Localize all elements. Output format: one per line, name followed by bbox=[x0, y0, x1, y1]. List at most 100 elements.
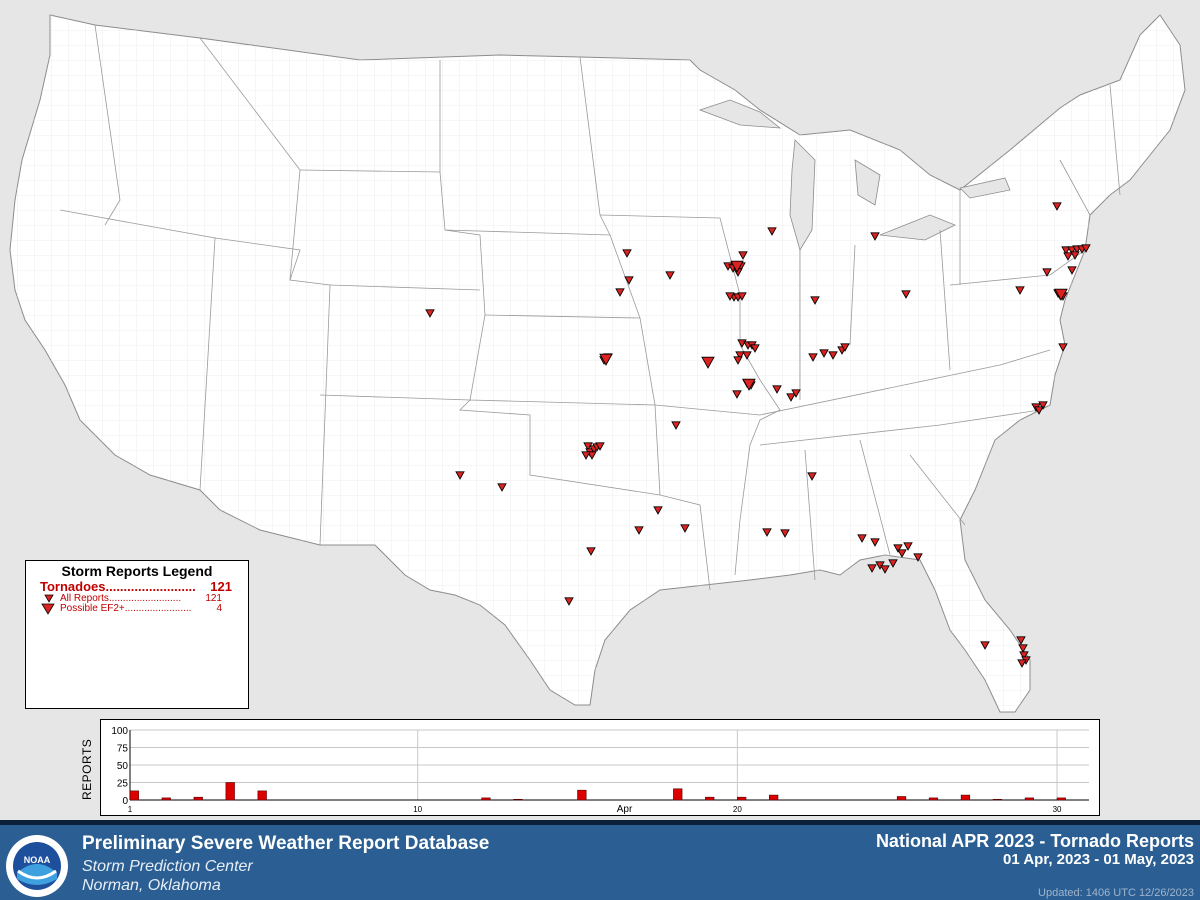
chart-bar bbox=[673, 788, 683, 801]
state-boundaries bbox=[59, 24, 1121, 591]
tornado-report-marker bbox=[786, 393, 796, 402]
chart-bar bbox=[225, 782, 235, 801]
tornado-report-marker bbox=[1058, 343, 1068, 352]
tornado-report-marker bbox=[1063, 252, 1073, 261]
tornado-report-marker bbox=[870, 538, 880, 547]
storm-reports-legend: Storm Reports Legend Tornadoes..........… bbox=[25, 560, 249, 709]
tornado-report-marker bbox=[680, 524, 690, 533]
tornado-report-marker bbox=[913, 553, 923, 562]
tornado-report-marker bbox=[730, 260, 744, 273]
tornado-report-marker bbox=[772, 385, 782, 394]
tornado-report-marker bbox=[791, 389, 801, 398]
legend-title: Storm Reports Legend bbox=[61, 563, 213, 579]
tornado-report-marker bbox=[725, 292, 735, 301]
tornado-report-marker bbox=[701, 356, 715, 369]
chart-bar bbox=[769, 794, 779, 801]
tornado-report-marker bbox=[867, 564, 877, 573]
tornado-report-marker bbox=[828, 351, 838, 360]
tornado-report-marker bbox=[599, 353, 613, 366]
chart-bar bbox=[193, 796, 203, 801]
chart-bar bbox=[129, 790, 139, 801]
tornado-report-marker bbox=[901, 290, 911, 299]
tornado-report-marker bbox=[595, 442, 605, 451]
tornado-report-marker bbox=[1054, 288, 1068, 301]
tornado-report-marker bbox=[810, 296, 820, 305]
legend-all-count: 121 bbox=[205, 593, 222, 604]
chart-bar bbox=[737, 796, 747, 801]
tornado-report-marker bbox=[733, 356, 743, 365]
updated-timestamp: Updated: 1406 UTC 12/26/2023 bbox=[1038, 887, 1194, 899]
tornado-report-marker bbox=[893, 544, 903, 553]
tornado-report-marker bbox=[622, 249, 632, 258]
tornado-report-marker bbox=[1042, 268, 1052, 277]
legend-ef2-row: Possible EF2+........................ 4 bbox=[41, 603, 222, 615]
tornado-report-marker bbox=[634, 526, 644, 535]
chart-bar bbox=[1056, 797, 1066, 801]
tornado-report-marker bbox=[1061, 246, 1071, 255]
chart-bar bbox=[577, 789, 587, 801]
daily-reports-chart: 100 75 50 25 0 1 10 20 30 Apr bbox=[100, 719, 1100, 816]
tornado-report-marker bbox=[1052, 202, 1062, 211]
tornado-report-marker bbox=[762, 528, 772, 537]
tornado-report-marker bbox=[737, 292, 747, 301]
tornado-report-marker bbox=[888, 559, 898, 568]
legend-tornado-row: Tornadoes......................... 121 bbox=[40, 579, 232, 594]
daily-reports-plot: 100 75 50 25 01 10 20 30 Apr bbox=[111, 726, 1089, 815]
noaa-logo: NOAA bbox=[6, 835, 68, 897]
tornado-report-marker bbox=[1067, 246, 1077, 255]
chart-bar bbox=[1024, 797, 1034, 801]
tornado-report-marker bbox=[1034, 406, 1044, 415]
tornado-report-marker bbox=[735, 351, 745, 360]
report-date-range: 01 Apr, 2023 - 01 May, 2023 bbox=[1003, 851, 1194, 868]
tornado-report-marker bbox=[615, 288, 625, 297]
tornado-report-marker bbox=[857, 534, 867, 543]
tornado-report-marker bbox=[1017, 659, 1027, 668]
chart-bar bbox=[161, 797, 171, 801]
tornado-report-marker bbox=[587, 451, 597, 460]
large-triangle-icon bbox=[41, 603, 55, 615]
tornado-report-marker bbox=[1081, 244, 1091, 253]
chart-y-axis-label: REPORTS bbox=[80, 738, 94, 800]
chart-bar bbox=[928, 797, 939, 801]
tornado-report-marker bbox=[581, 451, 591, 460]
tornado-report-marker bbox=[1018, 644, 1028, 653]
tornado-report-marker bbox=[808, 353, 818, 362]
chart-bar bbox=[705, 796, 715, 801]
legend-category-label: Tornadoes......................... bbox=[40, 579, 196, 594]
tornado-report-marker bbox=[665, 271, 675, 280]
tornado-report-marker bbox=[1038, 401, 1048, 410]
x-tick-label: 30 bbox=[1053, 805, 1062, 814]
chart-bar bbox=[992, 799, 1003, 801]
y-tick-label: 25 bbox=[117, 779, 129, 790]
org-location: Norman, Oklahoma bbox=[82, 877, 221, 894]
chart-bar bbox=[960, 794, 971, 801]
small-triangle-icon bbox=[44, 594, 54, 603]
y-tick-label: 0 bbox=[122, 796, 128, 807]
tornado-report-marker bbox=[1016, 636, 1026, 645]
tornado-report-marker bbox=[742, 351, 752, 360]
tornado-report-marker bbox=[750, 344, 760, 353]
chart-bar bbox=[257, 790, 267, 801]
x-tick-label: 1 bbox=[128, 805, 133, 814]
tornado-report-marker bbox=[807, 472, 817, 481]
tornado-report-marker bbox=[742, 378, 756, 391]
chart-bar bbox=[481, 797, 491, 801]
tornado-report-marker bbox=[767, 227, 777, 236]
tornado-report-markers bbox=[425, 202, 1091, 668]
legend-category-count: 121 bbox=[210, 579, 232, 594]
tornado-report-marker bbox=[497, 483, 507, 492]
y-tick-label: 75 bbox=[117, 744, 129, 755]
tornado-report-marker bbox=[732, 390, 742, 399]
y-tick-label: 100 bbox=[111, 726, 128, 737]
org-name: Storm Prediction Center bbox=[82, 858, 253, 875]
tornado-report-marker bbox=[897, 549, 907, 558]
tornado-report-marker bbox=[586, 547, 596, 556]
tornado-report-marker bbox=[980, 641, 990, 650]
x-tick-label: 10 bbox=[413, 805, 422, 814]
legend-all-label: All Reports.......................... bbox=[60, 593, 182, 604]
tornado-report-marker bbox=[819, 349, 829, 358]
noaa-logo-text: NOAA bbox=[24, 855, 51, 865]
y-tick-label: 50 bbox=[117, 761, 129, 772]
tornado-report-marker bbox=[1070, 251, 1080, 260]
tornado-report-marker bbox=[425, 309, 435, 318]
